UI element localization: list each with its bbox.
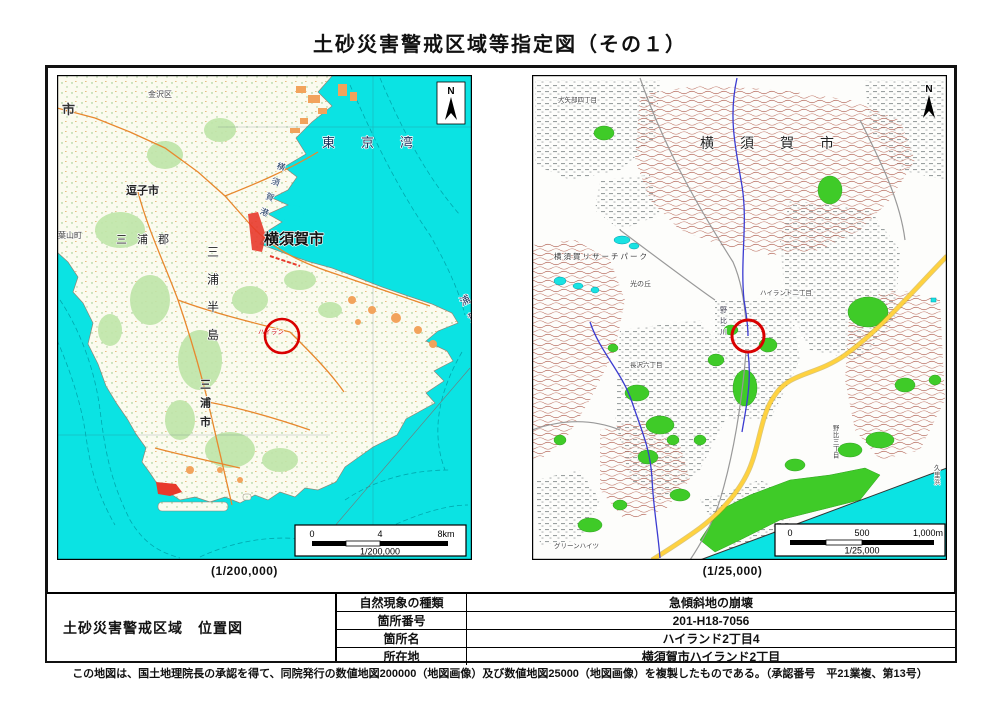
- label-yokosuka-city-spread: 横須賀市: [700, 135, 860, 151]
- table-row: 所在地 横須賀市ハイランド2丁目: [337, 647, 955, 665]
- misaki-urban: [156, 482, 182, 496]
- right-map-border: [532, 75, 947, 560]
- row-value-site-name: ハイランド2丁目4: [662, 632, 760, 646]
- row-value-address: 横須賀市ハイランド2丁目: [641, 650, 781, 664]
- left-map-labels: 市 金沢区 逗子市 葉山町 三浦郡 横須賀市 東京湾 横須賀港 三浦半島 三浦市…: [57, 88, 472, 429]
- label-nobi-river: 野比川: [720, 306, 727, 336]
- row-value-phenomenon: 急傾斜地の崩壊: [668, 596, 753, 610]
- urban-areas: [156, 84, 437, 496]
- vegetation-patches: [95, 118, 342, 472]
- scale-tick-1000m: 1,000m: [913, 528, 943, 538]
- label-green-heights: グリーンハイツ: [554, 541, 599, 550]
- label-highland-small: ハイラン: [258, 328, 284, 336]
- label-miura-gun: 三浦郡: [116, 233, 179, 246]
- scale-tick-0: 0: [787, 528, 792, 538]
- designated-area-circle-right: [730, 318, 766, 354]
- scale-bar-left: 0 4 8km 1/200,000: [294, 524, 467, 557]
- copyright-note: この地図は、国土地理院長の承認を得て、同院発行の数値地図200000（地図画像）…: [72, 668, 928, 680]
- label-hayama: 葉山町: [58, 230, 82, 240]
- right-map-caption: (1/25,000): [702, 564, 763, 578]
- scale-tick-8km: 8km: [437, 529, 454, 539]
- label-zushi: 逗子市: [126, 183, 159, 197]
- label-highland-2: ハイランド二丁目: [760, 289, 812, 297]
- label-oyabe: 大矢部四丁目: [558, 95, 597, 104]
- label-nagasawa: 長沢六丁目: [630, 360, 663, 369]
- scale-bar-right: 0 500 1,000m 1/25,000: [774, 523, 946, 557]
- table-rows: 自然現象の種類 急傾斜地の崩壊 箇所番号 201-H18-7056 箇所名 ハイ…: [337, 594, 955, 665]
- table-row: 自然現象の種類 急傾斜地の崩壊: [337, 594, 955, 611]
- scale-ratio-left: 1/200,000: [360, 547, 400, 557]
- label-research-park: 横須賀リサーチパーク: [554, 251, 649, 261]
- minor-roads: [532, 77, 906, 560]
- row-label-site-name: 箇所名: [337, 630, 467, 647]
- coastline: [699, 467, 947, 560]
- label-hikari-no-oka: 光の丘: [630, 279, 651, 288]
- ferry-route-line: [309, 367, 471, 556]
- label-tokyo-bay: 東京湾: [322, 135, 439, 150]
- table-row: 箇所番号 201-H18-7056: [337, 611, 955, 629]
- forest-patches: [553, 125, 942, 553]
- depth-contours: [57, 77, 469, 559]
- page-title: 土砂災害警戒区域等指定図（その１）: [313, 34, 687, 56]
- highway-yellow: [651, 254, 947, 560]
- label-miura-city: 三浦市: [200, 378, 211, 428]
- row-label-number: 箇所番号: [337, 612, 467, 629]
- left-map-border: [57, 75, 472, 560]
- label-yokosuka-city: 横須賀市: [264, 230, 324, 248]
- jogashima-island: [157, 501, 229, 512]
- table-row: 箇所名 ハイランド2丁目4: [337, 629, 955, 647]
- graticule-lines: [57, 75, 472, 560]
- north-label-left: N: [447, 86, 454, 97]
- scale-ratio-right: 1/25,000: [844, 546, 879, 556]
- streams: [589, 77, 750, 559]
- detail-map-1-25000: 横須賀市 大矢部四丁目 横須賀リサーチパーク 光の丘 長沢六丁目 グリーンハイツ…: [532, 75, 947, 560]
- north-arrow-left: N: [436, 81, 466, 125]
- label-kanazawa: 金沢区: [148, 89, 172, 99]
- overview-map-1-200000: 市 金沢区 逗子市 葉山町 三浦郡 横須賀市 東京湾 横須賀港 三浦半島 三浦市…: [57, 75, 472, 560]
- compass-needle-icon: [923, 95, 935, 118]
- yokosuka-city-center-urban: [248, 212, 266, 252]
- designated-area-circle-left: [263, 317, 301, 355]
- label-miura-peninsula: 三浦半島: [207, 245, 219, 342]
- label-kurihama: 久里浜: [934, 463, 941, 486]
- row-label-address: 所在地: [337, 648, 467, 665]
- compass-needle-icon: [445, 97, 457, 120]
- row-value-number: 201-H18-7056: [672, 613, 750, 628]
- north-label-right: N: [925, 84, 932, 95]
- yokosuka-harbor-inlet: [280, 205, 304, 221]
- main-roads: [57, 107, 431, 506]
- table-title: 土砂災害警戒区域 位置図: [47, 594, 337, 661]
- info-table: 土砂災害警戒区域 位置図 自然現象の種類 急傾斜地の崩壊 箇所番号 201-H1…: [47, 592, 955, 665]
- right-map-labels: 横須賀市 大矢部四丁目 横須賀リサーチパーク 光の丘 長沢六丁目 グリーンハイツ…: [553, 94, 941, 550]
- label-shi: 市: [62, 102, 75, 117]
- label-uraga-channel: 浦賀水道: [457, 292, 472, 358]
- small-island: [242, 493, 252, 501]
- left-map-caption: (1/200,000): [211, 564, 278, 578]
- label-nobi-3: 野比三丁目: [833, 424, 840, 460]
- row-label-phenomenon: 自然現象の種類: [337, 594, 467, 611]
- scale-tick-4: 4: [377, 529, 382, 539]
- scale-tick-0: 0: [309, 529, 314, 539]
- north-arrow-right: N: [923, 83, 935, 118]
- scale-tick-500: 500: [854, 528, 869, 538]
